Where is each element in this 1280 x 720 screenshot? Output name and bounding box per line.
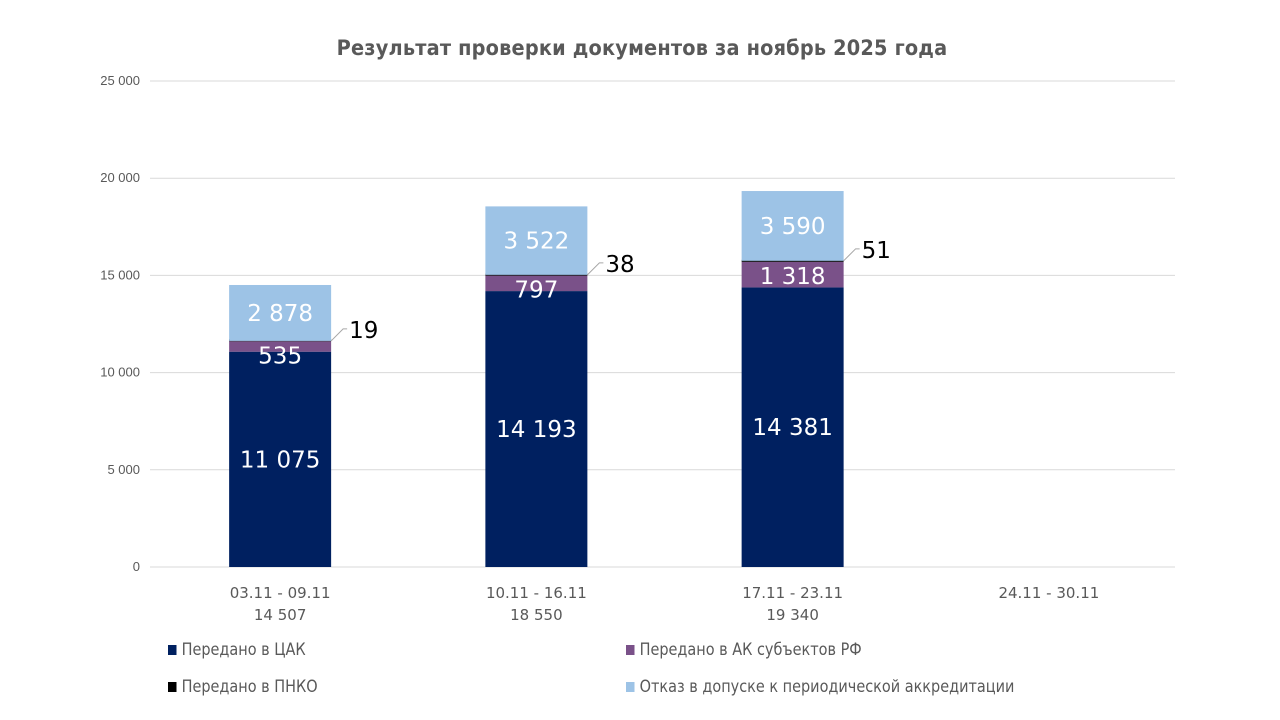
leader-line: [843, 248, 860, 262]
x-tick-label: 17.11 - 23.11: [742, 584, 843, 602]
leader-line: [330, 328, 348, 342]
bar-segment[interactable]: [229, 284, 332, 341]
y-axis-ticks: 0 5 000 10 000 15 000 20 000 25 000: [100, 73, 140, 574]
bar-segment[interactable]: [485, 206, 588, 275]
legend-item-ak-subjects[interactable]: Передано в АК субъектов РФ: [626, 640, 862, 660]
legend-swatch-icon: [626, 682, 635, 692]
x-tick-label: 03.11 - 09.11: [230, 584, 331, 602]
legend-item-refusal[interactable]: Отказ в допуске к периодической аккредит…: [626, 677, 1014, 697]
chart-title: Результат проверки документов за ноябрь …: [336, 36, 948, 60]
leader-line: [587, 262, 604, 276]
data-labels: 11 075 535 19 2 878 14 193 797 38 3 522 14 381 1 …: [240, 214, 891, 473]
legend-label: Отказ в допуске к периодической аккредит…: [639, 677, 1015, 697]
x-tick-label: 10.11 - 16.11: [486, 584, 587, 602]
legend-swatch-icon: [626, 645, 635, 655]
data-label: 1 318: [760, 264, 826, 290]
legend-item-cak[interactable]: Передано в ЦАК: [168, 640, 306, 660]
y-tick-label: 10 000: [100, 365, 140, 380]
bar-segment[interactable]: [741, 261, 844, 288]
bar-segment[interactable]: [741, 191, 844, 261]
x-tick-total: 18 550: [510, 606, 563, 624]
x-axis-ticks: 03.11 - 09.11 14 507 10.11 - 16.11 18 550 17…: [230, 584, 1100, 624]
data-label: 19: [349, 318, 378, 344]
data-label: 14 381: [752, 415, 832, 441]
bars: [229, 191, 844, 567]
bar-segment[interactable]: [741, 287, 844, 567]
data-label: 51: [862, 238, 891, 264]
data-label: 3 522: [503, 229, 569, 255]
bar-segment[interactable]: [485, 275, 588, 292]
y-tick-label: 25 000: [100, 73, 140, 88]
legend-swatch-icon: [168, 645, 177, 655]
x-tick-total: 19 340: [766, 606, 819, 624]
y-tick-label: 5 000: [107, 462, 140, 477]
y-tick-label: 15 000: [100, 267, 140, 282]
x-tick-total: 14 507: [254, 606, 307, 624]
data-label: 2 878: [247, 301, 313, 327]
y-tick-label: 20 000: [100, 170, 140, 185]
y-tick-label: 0: [133, 559, 140, 574]
bar-segment[interactable]: [485, 291, 588, 567]
data-label: 38: [605, 252, 634, 278]
data-label: 535: [258, 343, 302, 369]
bar-segment[interactable]: [229, 341, 332, 352]
legend-label: Передано в ПНКО: [181, 677, 318, 697]
x-tick-label: 24.11 - 30.11: [998, 584, 1099, 602]
legend-item-pnko[interactable]: Передано в ПНКО: [168, 677, 318, 697]
data-label: 3 590: [760, 214, 826, 240]
data-label: 14 193: [496, 417, 576, 443]
legend-swatch-icon: [168, 682, 177, 692]
data-label: 11 075: [240, 447, 320, 473]
bar-segment[interactable]: [229, 351, 332, 567]
data-label: 797: [514, 278, 558, 304]
legend-label: Передано в ЦАК: [181, 640, 306, 660]
legend-label: Передано в АК субъектов РФ: [639, 640, 862, 660]
